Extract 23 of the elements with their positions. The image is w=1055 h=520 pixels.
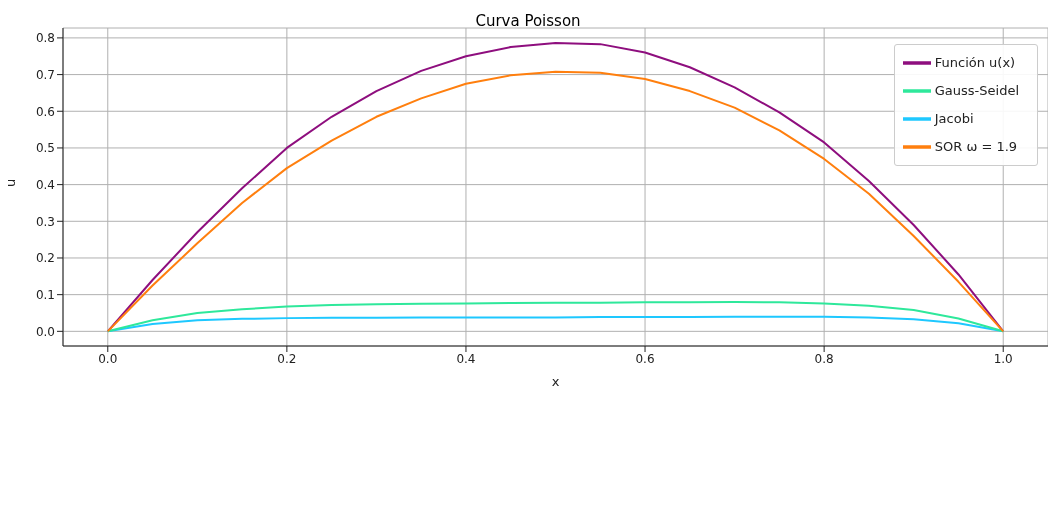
- x-tick-label: 0.4: [456, 351, 476, 366]
- x-tick-label: 1.0: [993, 351, 1013, 366]
- y-tick-label: 0.3: [35, 214, 55, 229]
- legend-label: SOR ω = 1.9: [934, 138, 1018, 154]
- x-axis-title: x: [551, 374, 560, 389]
- y-tick-label: 0.1: [35, 287, 55, 302]
- x-tick-label: 0.0: [98, 351, 118, 366]
- y-tick-label: 0.4: [35, 177, 55, 192]
- chart-title: Curva Poisson: [474, 12, 582, 30]
- x-tick-label: 0.8: [814, 351, 834, 366]
- y-tick-label: 0.5: [35, 141, 55, 156]
- legend-label: Función u(x): [934, 54, 1016, 70]
- y-tick-label: 0.0: [35, 324, 55, 339]
- y-tick-label: 0.7: [35, 67, 55, 82]
- x-tick-label: 0.6: [635, 351, 655, 366]
- legend-label: Jacobi: [934, 110, 974, 126]
- y-axis-title: u: [2, 178, 18, 187]
- y-tick-label: 0.2: [35, 251, 55, 266]
- line-series: [106, 300, 1005, 333]
- x-tick-label: 0.2: [277, 351, 297, 366]
- legend-label: Gauss-Seidel: [934, 82, 1019, 98]
- y-tick-label: 0.8: [35, 31, 55, 46]
- y-tick-label: 0.6: [35, 104, 55, 119]
